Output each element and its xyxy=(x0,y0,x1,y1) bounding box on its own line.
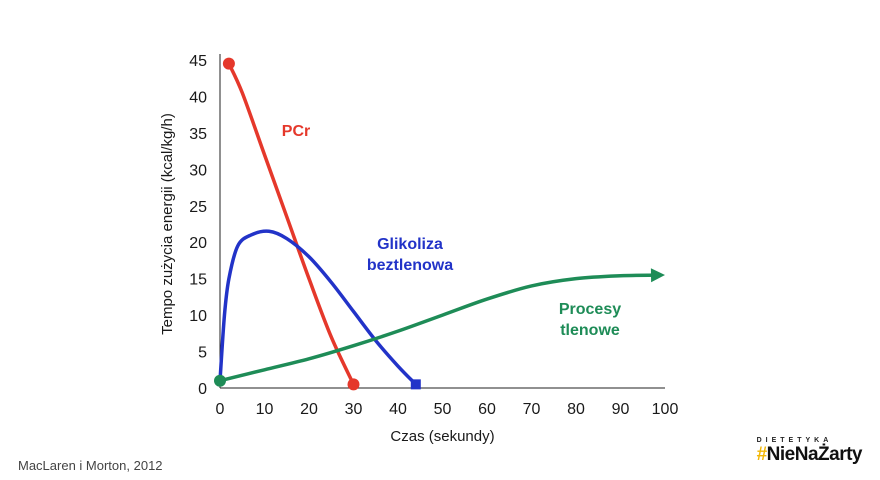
pcr-end-point xyxy=(347,378,360,391)
series-label-line: Procesy xyxy=(559,301,621,318)
y-tick-label: 40 xyxy=(189,89,207,106)
y-tick-label: 20 xyxy=(189,235,207,252)
y-tick-label: 15 xyxy=(189,272,207,289)
pcr-label: PCr xyxy=(282,123,310,140)
y-tick-label: 35 xyxy=(189,126,207,143)
brand-tagline: DIETETYKA xyxy=(756,437,833,444)
x-tick-label: 70 xyxy=(523,401,541,418)
series-label-line: PCr xyxy=(282,123,310,140)
source-citation: MacLaren i Morton, 2012 xyxy=(18,458,163,473)
brand-name: #NieNaŻarty xyxy=(756,444,863,466)
brand-hash: # xyxy=(756,444,768,465)
x-tick-label: 80 xyxy=(567,401,585,418)
y-tick-label: 5 xyxy=(198,345,207,362)
glikoliza-beztlenowa-label: Glikoliza beztlenowa xyxy=(367,236,453,274)
x-axis-title: Czas (sekundy) xyxy=(390,428,494,445)
procesy-tlenowe-arrowhead xyxy=(650,268,665,283)
series-labels: PCr Glikoliza beztlenowa Procesy tlenowe xyxy=(282,123,621,339)
y-axis-title: Tempo zużycia energii (kcal/kg/h) xyxy=(159,113,176,335)
y-tick-label: 0 xyxy=(198,381,207,398)
y-tick-label: 45 xyxy=(189,53,207,70)
axes: 0 5 10 15 20 25 30 35 40 45 0 10 20 30 40 50 60 70 80 90 100… xyxy=(159,53,678,445)
procesy-tlenowe-label: Procesy tlenowe xyxy=(559,301,621,339)
series-layer xyxy=(214,57,665,391)
x-tick-label: 90 xyxy=(612,401,630,418)
series-label-line: tlenowe xyxy=(560,322,620,339)
x-tick-label: 40 xyxy=(389,401,407,418)
y-tick-label: 10 xyxy=(189,308,207,325)
series-label-line: beztlenowa xyxy=(367,257,453,274)
y-tick-label: 30 xyxy=(189,162,207,179)
x-tick-label: 0 xyxy=(216,401,225,418)
pcr-series-line xyxy=(227,61,356,387)
brand-logo: DIETETYKA #NieNaŻarty xyxy=(756,437,863,466)
x-tick-label: 60 xyxy=(478,401,496,418)
x-tick-label: 50 xyxy=(434,401,452,418)
x-tick-label: 10 xyxy=(256,401,274,418)
procesy-tlenowe-series-line xyxy=(218,273,657,383)
x-tick-label: 20 xyxy=(300,401,318,418)
brand-name-text: NieNaŻarty xyxy=(766,444,863,465)
x-tick-label: 100 xyxy=(652,401,679,418)
glikoliza-beztlenowa-end-point xyxy=(410,379,421,390)
pcr-start-point xyxy=(222,57,235,70)
glikoliza-beztlenowa-series-line xyxy=(218,229,418,387)
x-tick-label: 30 xyxy=(345,401,363,418)
y-tick-label: 25 xyxy=(189,199,207,216)
procesy-tlenowe-start-point xyxy=(214,374,226,387)
series-label-line: Glikoliza xyxy=(377,236,443,253)
